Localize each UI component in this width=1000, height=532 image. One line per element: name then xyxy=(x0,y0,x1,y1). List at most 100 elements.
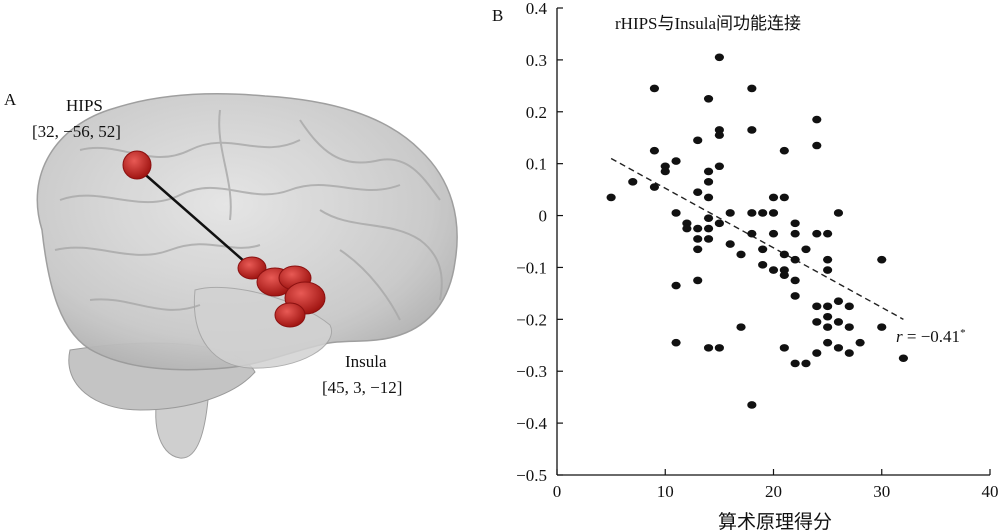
data-point xyxy=(833,344,844,352)
connection-line xyxy=(139,169,246,263)
data-point xyxy=(768,266,779,274)
r-value: = −0.41 xyxy=(903,327,960,346)
data-point xyxy=(823,312,833,321)
panel-a: A xyxy=(0,0,490,532)
data-points xyxy=(606,53,908,409)
trendline-group xyxy=(610,157,904,320)
r-symbol: r xyxy=(896,327,903,346)
data-point xyxy=(877,323,887,331)
data-point xyxy=(758,209,768,217)
data-point xyxy=(790,255,800,264)
y-tick-label: −0.5 xyxy=(516,466,547,485)
data-point xyxy=(703,235,714,243)
data-point xyxy=(725,209,735,217)
data-point xyxy=(833,209,844,217)
data-point xyxy=(736,323,746,331)
data-point xyxy=(736,250,746,259)
data-point xyxy=(606,193,616,202)
data-point xyxy=(693,276,703,285)
x-tick-label: 10 xyxy=(657,482,674,501)
data-point xyxy=(703,167,714,176)
data-point xyxy=(844,302,854,311)
data-point xyxy=(823,323,833,331)
data-point xyxy=(812,115,822,124)
data-point xyxy=(812,141,822,150)
insula-coordinates: [45, 3, −12] xyxy=(322,378,403,397)
data-point xyxy=(823,302,833,311)
data-point xyxy=(671,209,681,217)
data-point xyxy=(758,245,768,254)
data-point xyxy=(693,245,703,254)
data-point xyxy=(801,245,811,254)
r-significance: * xyxy=(960,327,966,339)
data-point xyxy=(779,146,789,155)
data-point xyxy=(823,338,833,347)
data-point xyxy=(703,193,714,202)
x-tick-label: 30 xyxy=(873,482,890,501)
x-tick-label: 0 xyxy=(553,482,562,501)
panel-a-letter: A xyxy=(4,90,17,109)
y-tick-label: 0 xyxy=(539,207,548,226)
insula-roi xyxy=(237,256,326,328)
scatter-plot: 0.4 0.3 0.2 0.1 0 −0.1 −0.2 −0.3 −0.4 −0.5 0 10 20 30… xyxy=(516,0,998,532)
gyri xyxy=(54,109,443,321)
data-point xyxy=(844,349,854,357)
data-point xyxy=(812,318,822,326)
data-point xyxy=(703,95,714,103)
data-point xyxy=(693,235,703,243)
y-tick-label: 0.4 xyxy=(526,0,548,18)
data-point xyxy=(714,344,724,352)
data-point xyxy=(898,354,908,363)
hips-label: HIPS xyxy=(66,96,103,115)
data-point xyxy=(671,157,681,165)
data-point xyxy=(671,281,681,290)
data-point xyxy=(768,229,779,238)
x-axis-label: 算术原理得分 xyxy=(718,511,832,532)
data-point xyxy=(790,276,800,285)
data-point xyxy=(747,209,757,217)
data-point xyxy=(779,250,789,259)
data-point xyxy=(714,53,724,62)
data-point xyxy=(790,359,800,368)
data-point xyxy=(747,229,757,238)
correlation-annotation: r = −0.41* xyxy=(896,327,966,346)
data-point xyxy=(823,229,833,238)
panel-b: B 0.4 0.3 0.2 0.1 0 −0.1 −0.2 −0.3 −0.4 −0.5 0 10 20… xyxy=(490,0,1000,532)
hips-coordinates: [32, −56, 52] xyxy=(32,122,121,141)
data-point xyxy=(801,359,811,368)
data-point xyxy=(693,224,703,233)
data-point xyxy=(779,193,789,202)
data-point xyxy=(693,188,703,197)
x-tick-label: 40 xyxy=(982,482,999,501)
data-point xyxy=(823,255,833,264)
data-point xyxy=(823,266,833,274)
y-tick-label: 0.2 xyxy=(526,103,547,122)
data-point xyxy=(855,338,865,347)
y-tick-label: −0.2 xyxy=(516,310,547,329)
data-point xyxy=(779,344,789,352)
data-point xyxy=(747,401,757,409)
data-point xyxy=(671,338,681,347)
panel-b-letter: B xyxy=(492,6,504,25)
data-point xyxy=(833,318,844,326)
y-tick-label: −0.1 xyxy=(516,258,547,277)
data-point xyxy=(703,178,714,186)
data-point xyxy=(714,162,724,171)
hips-roi xyxy=(122,150,152,180)
data-point xyxy=(768,193,779,202)
axes: 0.4 0.3 0.2 0.1 0 −0.1 −0.2 −0.3 −0.4 −0.5 0 10 20 30… xyxy=(516,0,998,501)
data-point xyxy=(649,146,660,155)
data-point xyxy=(833,297,844,305)
data-point xyxy=(779,271,789,280)
data-point xyxy=(790,219,800,228)
x-tick-label: 20 xyxy=(765,482,782,501)
chart-title: rHIPS与Insula间功能连接 xyxy=(615,14,801,33)
data-point xyxy=(747,126,757,134)
y-tick-label: −0.4 xyxy=(516,414,547,433)
y-tick-label: 0.3 xyxy=(526,51,547,70)
data-point xyxy=(714,131,724,139)
trendline xyxy=(610,157,904,320)
data-point xyxy=(714,219,724,228)
brain-render xyxy=(36,93,458,459)
data-point xyxy=(747,84,757,93)
